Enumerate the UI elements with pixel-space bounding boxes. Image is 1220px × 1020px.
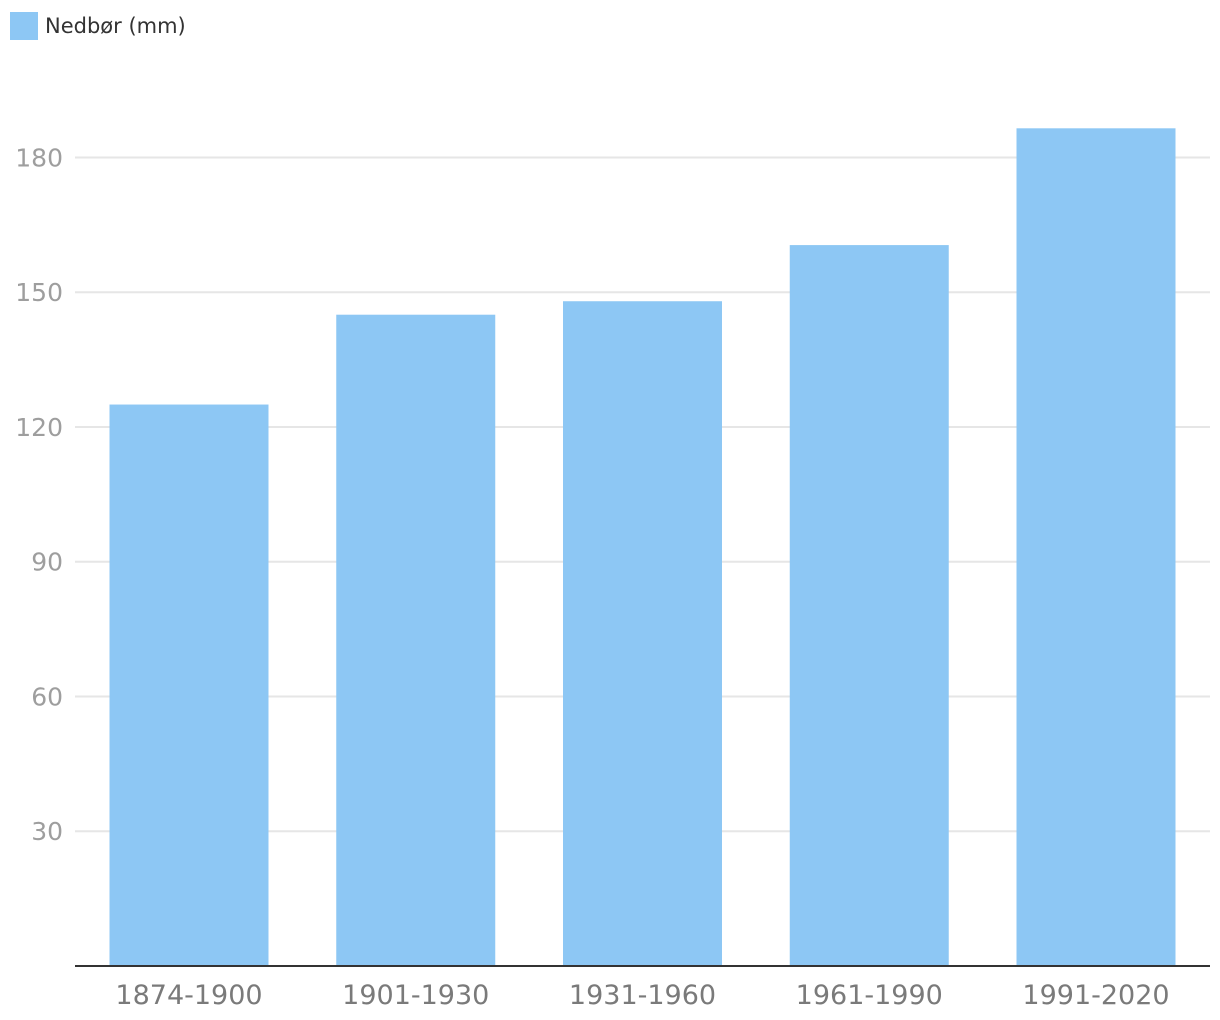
- x-tick-label-1991-2020: 1991-2020: [1022, 980, 1169, 1011]
- bar-1991-2020[interactable]: [1016, 128, 1176, 966]
- y-tick-label-30: 30: [31, 817, 63, 846]
- bar-1961-1990[interactable]: [789, 245, 949, 966]
- x-tick-label-1931-1960: 1931-1960: [569, 980, 716, 1011]
- y-tick-label-120: 120: [15, 413, 63, 442]
- bar-1901-1930[interactable]: [336, 314, 496, 966]
- x-tick-label-1961-1990: 1961-1990: [796, 980, 943, 1011]
- x-axis-tick-labels: 1874-1900 1901-1930 1931-1960 1961-1990 1991…: [115, 980, 1169, 1011]
- legend: Nedbør (mm): [10, 12, 186, 40]
- y-tick-label-180: 180: [15, 143, 63, 172]
- y-tick-label-150: 150: [15, 278, 63, 307]
- bars: [109, 128, 1176, 967]
- bar-1931-1960[interactable]: [563, 301, 722, 966]
- y-axis-tick-labels: 30 60 90 120 150 180: [15, 143, 63, 846]
- y-tick-label-60: 60: [31, 682, 63, 711]
- y-tick-label-90: 90: [31, 548, 63, 577]
- x-tick-label-1874-1900: 1874-1900: [115, 980, 262, 1011]
- legend-label: Nedbør (mm): [45, 14, 186, 38]
- legend-swatch: [10, 12, 38, 40]
- bar-1874-1900[interactable]: [109, 404, 269, 967]
- x-tick-label-1901-1930: 1901-1930: [342, 980, 489, 1011]
